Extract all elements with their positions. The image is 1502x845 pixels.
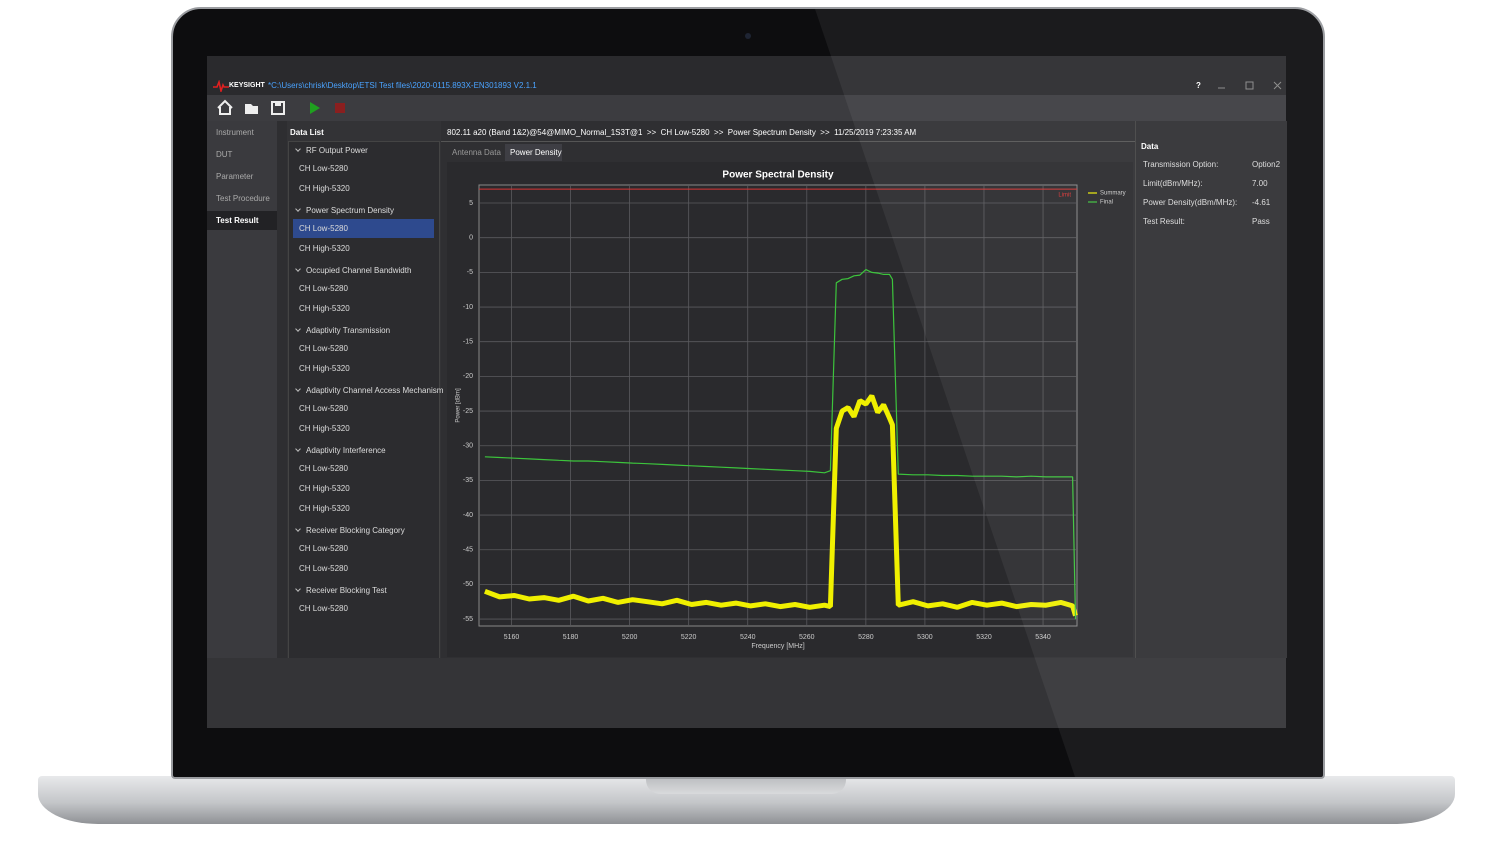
brand: KEYSIGHT <box>229 82 265 89</box>
title-bar <box>207 56 1286 95</box>
tree-item[interactable]: CH Low-5280 <box>299 344 348 353</box>
data-panel <box>1135 121 1287 658</box>
nav-active-bg <box>207 211 277 230</box>
y-tick-label: -50 <box>463 581 473 588</box>
y-tick-label: -5 <box>467 269 473 276</box>
x-tick-label: 5300 <box>917 634 933 641</box>
y-tick-label: -55 <box>463 616 473 623</box>
data-value: -4.61 <box>1252 198 1271 207</box>
x-tick-label: 5260 <box>799 634 815 641</box>
y-tick-label: -40 <box>463 512 473 519</box>
nav-item[interactable]: Test Procedure <box>216 194 270 203</box>
x-tick-label: 5160 <box>504 634 520 641</box>
tree-item[interactable]: CH High-5320 <box>299 184 350 193</box>
nav-item[interactable]: DUT <box>216 150 233 159</box>
divider <box>441 141 1135 142</box>
x-tick-label: 5280 <box>858 634 874 641</box>
chart-title: Power Spectral Density <box>722 170 834 181</box>
series-line <box>484 269 1077 620</box>
data-label: Transmission Option: <box>1143 160 1219 169</box>
x-tick-label: 5200 <box>622 634 638 641</box>
tree-item[interactable]: CH Low-5280 <box>299 164 348 173</box>
keysight-logo <box>213 80 229 92</box>
x-tick-label: 5240 <box>740 634 756 641</box>
y-tick-label: -30 <box>463 443 473 450</box>
tree-group[interactable]: Adaptivity Channel Access Mechanism <box>306 386 444 395</box>
tree-item[interactable]: CH High-5320 <box>299 304 350 313</box>
x-axis-label: Frequency [MHz] <box>751 643 804 650</box>
tree-item[interactable]: CH Low-5280 <box>299 404 348 413</box>
tree-item[interactable]: CH Low-5280 <box>299 564 348 573</box>
y-tick-label: 0 <box>469 235 473 242</box>
x-tick-label: 5220 <box>681 634 697 641</box>
y-tick-label: -25 <box>463 408 473 415</box>
y-axis-label: Power [dBm] <box>456 388 462 423</box>
y-tick-label: -35 <box>463 477 473 484</box>
tab[interactable]: Antenna Data <box>452 148 501 157</box>
tree-item[interactable]: CH High-5320 <box>299 424 350 433</box>
nav-item[interactable]: Instrument <box>216 128 254 137</box>
data-panel-title: Data <box>1141 142 1159 151</box>
tree-group[interactable]: Receiver Blocking Test <box>306 586 387 595</box>
tree-item[interactable]: CH Low-5280 <box>299 284 348 293</box>
tree-item[interactable]: CH High-5320 <box>299 364 350 373</box>
toolbar <box>207 95 1286 121</box>
tree-item[interactable]: CH High-5320 <box>299 504 350 513</box>
y-tick-label: -20 <box>463 373 473 380</box>
help-button[interactable]: ? <box>1196 81 1201 90</box>
tree-item[interactable]: CH Low-5280 <box>299 604 348 613</box>
tab[interactable]: Power Density <box>510 148 562 157</box>
y-tick-label: 5 <box>469 200 473 207</box>
y-tick-label: -15 <box>463 339 473 346</box>
y-tick-label: -10 <box>463 304 473 311</box>
window-controls[interactable] <box>1216 80 1286 92</box>
x-tick-label: 5340 <box>1035 634 1051 641</box>
toolbar-icons[interactable] <box>217 99 357 117</box>
limit-label: Limit <box>1058 193 1071 199</box>
plot-area <box>478 184 1078 627</box>
tree-item[interactable]: CH Low-5280 <box>299 224 348 233</box>
laptop-notch <box>646 776 846 794</box>
tree-group[interactable]: Power Spectrum Density <box>306 206 395 215</box>
camera <box>745 33 751 39</box>
data-value: 7.00 <box>1252 179 1268 188</box>
tree-group[interactable]: Receiver Blocking Category <box>306 526 405 535</box>
file-path: *C:\Users\chrisk\Desktop\ETSI Test files… <box>268 81 537 90</box>
x-tick-label: 5180 <box>563 634 579 641</box>
data-label: Limit(dBm/MHz): <box>1143 179 1203 188</box>
tab-bg <box>447 144 503 161</box>
legend-label: Final <box>1100 200 1113 206</box>
legend-label: Summary <box>1100 191 1126 197</box>
data-label: Power Density(dBm/MHz): <box>1143 198 1238 207</box>
psd-chart: Power Spectral Density 5 0 -5 -10 -15 -20 -25 -3… <box>447 162 1133 657</box>
tree-item[interactable]: CH High-5320 <box>299 244 350 253</box>
tree-group[interactable]: Adaptivity Interference <box>306 446 386 455</box>
tree-item[interactable]: CH Low-5280 <box>299 544 348 553</box>
tree-group[interactable]: RF Output Power <box>306 146 368 155</box>
nav-item[interactable]: Parameter <box>216 172 254 181</box>
tree-item[interactable]: CH Low-5280 <box>299 464 348 473</box>
breadcrumb: 802.11 a20 (Band 1&2)@54@MIMO_Normal_1S3… <box>447 128 917 137</box>
tab-bg <box>505 144 562 161</box>
nav-item[interactable]: Test Result <box>216 216 259 225</box>
data-value: Pass <box>1252 217 1270 226</box>
y-tick-label: -45 <box>463 547 473 554</box>
x-tick-label: 5320 <box>976 634 992 641</box>
tree-selected-bg <box>293 219 434 238</box>
tree-group[interactable]: Adaptivity Transmission <box>306 326 391 335</box>
data-label: Test Result: <box>1143 217 1185 226</box>
gutter <box>277 121 287 658</box>
series-line <box>484 394 1078 617</box>
tree-item[interactable]: CH High-5320 <box>299 484 350 493</box>
data-value: Option2 <box>1252 160 1281 169</box>
data-list-title: Data List <box>290 128 324 137</box>
status-area <box>207 658 1286 728</box>
tree-group[interactable]: Occupied Channel Bandwidth <box>306 266 412 275</box>
